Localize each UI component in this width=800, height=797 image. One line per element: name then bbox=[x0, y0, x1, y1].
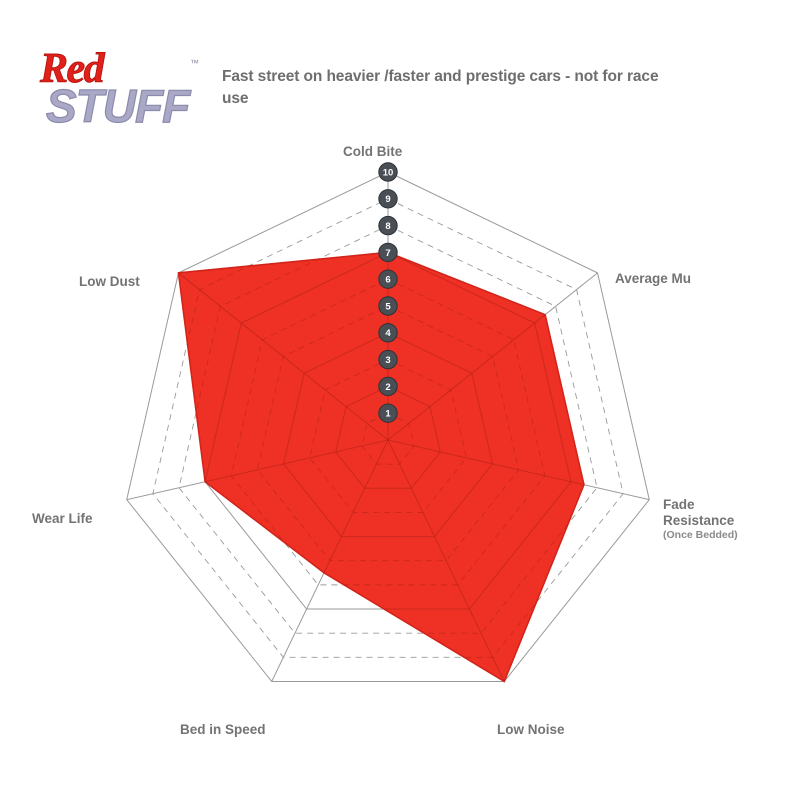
scale-badge-5: 5 bbox=[378, 296, 398, 316]
grid-ring-over-6 bbox=[230, 278, 546, 586]
axis-spoke-over-5 bbox=[178, 439, 389, 501]
axis-label-fade-line1: Fade bbox=[663, 497, 695, 512]
logo-stuff-wordmark: STUFF bbox=[45, 79, 193, 132]
grid-ring-over-1 bbox=[361, 412, 415, 465]
svg-text:7: 7 bbox=[385, 248, 390, 259]
svg-text:4: 4 bbox=[385, 328, 391, 339]
grid-ring-over-7 bbox=[204, 252, 572, 610]
axis-label-bed-in-speed: Bed in Speed bbox=[180, 722, 266, 737]
axis-spoke-over-3 bbox=[387, 439, 505, 682]
scale-badge-1: 1 bbox=[378, 403, 398, 423]
svg-text:10: 10 bbox=[383, 167, 394, 178]
axis-spoke-over-6 bbox=[178, 272, 389, 441]
scale-badge-3: 3 bbox=[378, 349, 398, 370]
svg-text:6: 6 bbox=[385, 275, 390, 286]
axis-label-average-mu: Average Mu bbox=[615, 271, 692, 286]
svg-text:STUFF: STUFF bbox=[46, 80, 192, 132]
scale-badge-6: 6 bbox=[378, 269, 398, 289]
axis-label-low-dust: Low Dust bbox=[79, 274, 140, 289]
svg-text:9: 9 bbox=[385, 194, 390, 205]
svg-text:2: 2 bbox=[385, 382, 390, 393]
logo-red-wordmark: Red bbox=[39, 46, 108, 93]
svg-text:3: 3 bbox=[385, 355, 390, 366]
grid-ring-over-2 bbox=[335, 385, 441, 489]
svg-text:1: 1 bbox=[385, 409, 391, 420]
grid-ring-8 bbox=[178, 225, 598, 634]
chart-axis-spokes-overlay bbox=[178, 252, 584, 682]
axis-label-fade-resistance: Fade Resistance (Once Bedded) bbox=[663, 497, 738, 541]
series-polygon-redstuff bbox=[177, 251, 585, 683]
axis-label-fade-line2: Resistance bbox=[663, 512, 735, 528]
svg-text:8: 8 bbox=[385, 221, 390, 232]
scale-badge-4: 4 bbox=[378, 323, 398, 343]
chart-scale-badges: 1 2 3 4 5 6 7 8 9 10 bbox=[378, 162, 398, 423]
scale-badge-7: 7 bbox=[378, 242, 398, 263]
svg-text:5: 5 bbox=[385, 301, 391, 312]
grid-ring-over-5 bbox=[256, 305, 520, 562]
axis-label-low-noise: Low Noise bbox=[497, 722, 565, 737]
grid-ring-over-4 bbox=[282, 332, 494, 538]
logo-trademark-symbol: ™ bbox=[190, 58, 199, 68]
chart-series-polygon bbox=[177, 251, 585, 683]
scale-badge-2: 2 bbox=[378, 376, 398, 397]
axis-label-fade-sublabel: (Once Bedded) bbox=[663, 528, 738, 541]
grid-ring-9 bbox=[152, 198, 624, 658]
grid-ring-10 bbox=[126, 171, 650, 682]
axis-spoke-over-2 bbox=[387, 439, 584, 501]
scale-badge-9: 9 bbox=[378, 189, 398, 209]
axis-label-cold-bite: Cold Bite bbox=[343, 144, 403, 159]
scale-badge-10: 10 bbox=[378, 162, 398, 182]
svg-text:Red: Red bbox=[39, 46, 106, 92]
page-title: Fast street on heavier /faster and prest… bbox=[222, 68, 659, 108]
redstuff-logo: STUFF Red ™ bbox=[30, 38, 220, 138]
axis-label-wear-life: Wear Life bbox=[32, 511, 93, 526]
scale-badge-8: 8 bbox=[378, 215, 398, 236]
grid-ring-over-3 bbox=[309, 359, 467, 513]
